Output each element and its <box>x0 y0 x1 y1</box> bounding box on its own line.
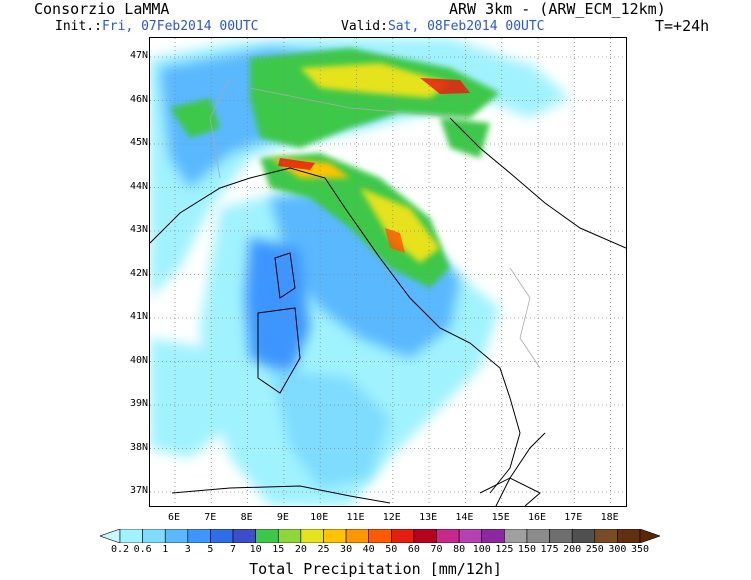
colorbar-tick-label: 30 <box>340 544 353 555</box>
lon-label: 12E <box>382 512 401 523</box>
colorbar-swatch <box>277 529 302 543</box>
colorbar-tick-label: 1 <box>162 544 169 555</box>
lon-label: 8E <box>240 512 253 523</box>
lat-label: 37N <box>129 485 148 496</box>
lat-label: 43N <box>129 224 148 235</box>
lon-label: 14E <box>455 512 474 523</box>
lat-label: 40N <box>129 354 148 366</box>
colorbar-tick-label: 5 <box>207 544 214 555</box>
colorbar-title: Total Precipitation [mm/12h] <box>249 560 502 578</box>
lat-label: 41N <box>129 311 148 322</box>
valid-line: Valid:Sat, 08Feb2014 00UTC <box>341 20 545 33</box>
colorbar-swatch <box>526 529 550 543</box>
colorbar-tick-label: 100 <box>472 544 491 555</box>
lon-label: 13E <box>419 512 438 523</box>
lat-label: 39N <box>129 398 148 409</box>
colorbar-tick-label: 150 <box>517 544 536 555</box>
lat-label: 44N <box>129 180 148 192</box>
colorbar-swatch <box>164 529 189 543</box>
colorbar-min-arrow <box>100 529 121 543</box>
colorbar-tick-label: 15 <box>272 544 285 555</box>
colorbar-tick-label: 7 <box>230 544 237 555</box>
model-title: ARW 3km - (ARW_ECM_12km) <box>449 0 666 18</box>
lon-label: 7E <box>204 512 217 523</box>
colorbar-swatch <box>300 529 324 543</box>
colorbar-swatch <box>368 529 392 543</box>
colorbar-swatch <box>119 529 143 543</box>
valid-label: Valid: <box>341 19 388 34</box>
map-grid <box>150 38 626 506</box>
colorbar-tick-label: 250 <box>585 544 604 555</box>
init-label: Init.: <box>55 19 102 34</box>
lon-label: 16E <box>527 512 547 523</box>
colorbar-swatch <box>481 529 505 543</box>
colorbar-swatch <box>504 529 528 543</box>
colorbar-tick-label: 3 <box>184 544 191 555</box>
colorbar-swatch <box>549 529 573 543</box>
source-title: Consorzio LaMMA <box>34 0 170 18</box>
colorbar-swatch <box>571 529 596 543</box>
lon-label: 15E <box>491 512 510 523</box>
colorbar-tick-label: 60 <box>407 544 420 555</box>
map-canvas <box>150 38 626 506</box>
colorbar-tick-label: 80 <box>453 544 466 555</box>
lon-label: 11E <box>346 512 365 523</box>
lat-label: 42N <box>129 267 148 279</box>
colorbar-tick-label: 0.2 <box>110 544 130 555</box>
lon-label: 17E <box>564 512 583 523</box>
colorbar-swatch <box>594 529 618 543</box>
precip-field-red <box>278 78 470 253</box>
colorbar-swatch <box>458 529 483 543</box>
colorbar-swatch <box>391 529 415 543</box>
colorbar-swatch <box>210 529 234 543</box>
colorbar-swatch <box>187 529 211 543</box>
valid-value: Sat, 08Feb2014 00UTC <box>387 19 545 34</box>
lon-label: 6E <box>167 512 181 523</box>
colorbar-tick-label: 125 <box>495 544 514 555</box>
colorbar-swatch <box>323 529 347 543</box>
colorbar <box>100 529 660 543</box>
init-line: Init.:Fri, 07Feb2014 00UTC <box>55 20 259 33</box>
colorbar-tick-label: 300 <box>608 544 627 555</box>
forecast-step: T=+24h <box>655 17 710 35</box>
coastlines <box>150 117 626 506</box>
colorbar-tick-label: 10 <box>249 544 262 555</box>
lat-label: 46N <box>129 93 148 105</box>
colorbar-swatch <box>436 529 460 543</box>
lat-label: 47N <box>129 50 148 61</box>
lon-label: 10E <box>310 512 329 523</box>
colorbar-swatch <box>617 529 641 543</box>
lon-label: 18E <box>600 512 619 523</box>
init-value: Fri, 07Feb2014 00UTC <box>101 19 259 34</box>
colorbar-max-arrow <box>639 529 660 543</box>
lat-label: 38N <box>129 441 148 453</box>
colorbar-tick-label: 200 <box>563 544 582 555</box>
colorbar-swatch <box>232 529 256 543</box>
colorbar-tick-label: 40 <box>362 544 375 555</box>
colorbar-tick-label: 70 <box>430 544 443 555</box>
colorbar-tick-label: 50 <box>385 544 398 555</box>
lat-label: 45N <box>129 137 148 148</box>
colorbar-tick-label: 175 <box>540 544 559 555</box>
colorbar-swatch <box>345 529 369 543</box>
colorbar-tick-label: 20 <box>294 544 307 555</box>
colorbar-tick-label: 25 <box>317 544 330 555</box>
colorbar-swatch <box>255 529 279 543</box>
colorbar-tick-label: 350 <box>630 544 650 555</box>
colorbar-swatch <box>413 529 437 543</box>
lon-label: 9E <box>276 512 289 523</box>
precipitation-map <box>149 37 627 507</box>
colorbar-swatch <box>142 529 166 543</box>
country-borders <box>209 77 541 369</box>
colorbar-tick-label: 0.6 <box>133 544 152 555</box>
